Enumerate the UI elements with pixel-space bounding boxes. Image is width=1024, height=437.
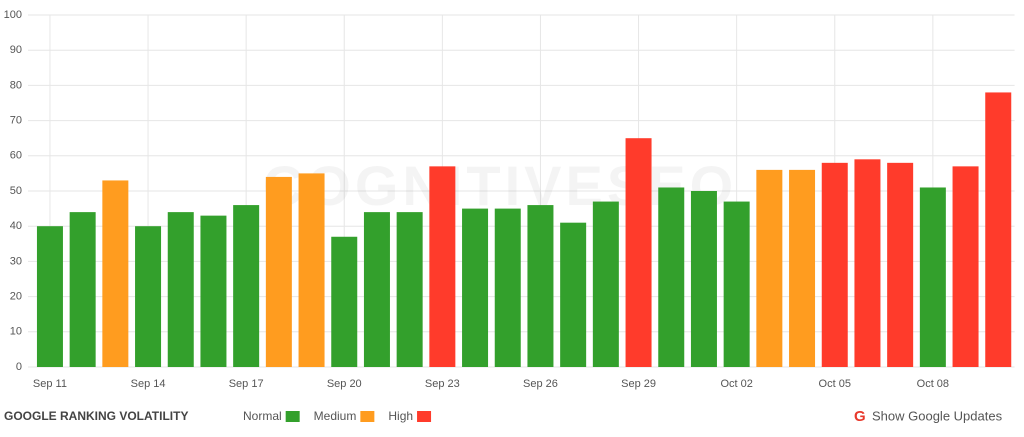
legend-swatch xyxy=(417,411,432,422)
bar xyxy=(789,169,816,367)
bar xyxy=(331,236,358,367)
y-tick-label: 40 xyxy=(10,220,22,232)
bar xyxy=(723,201,750,367)
y-tick-label: 100 xyxy=(4,9,22,21)
bar xyxy=(985,92,1012,367)
legend-label: High xyxy=(388,409,413,423)
bar xyxy=(429,166,456,367)
x-tick-label: Sep 20 xyxy=(327,378,362,390)
x-tick-label: Oct 02 xyxy=(720,378,752,390)
bar xyxy=(658,187,685,367)
legend-swatch xyxy=(285,411,300,422)
google-icon: G xyxy=(854,408,866,425)
x-tick-label: Sep 17 xyxy=(229,378,264,390)
bar xyxy=(527,205,554,367)
bar xyxy=(625,138,652,367)
y-tick-label: 70 xyxy=(10,115,22,127)
y-tick-label: 80 xyxy=(10,79,22,91)
show-updates-button[interactable]: G Show Google Updates xyxy=(854,408,1003,425)
y-tick-label: 60 xyxy=(10,150,22,162)
bar xyxy=(494,208,521,367)
y-tick-label: 50 xyxy=(10,185,22,197)
y-tick-label: 90 xyxy=(10,44,22,56)
button-label[interactable]: Show Google Updates xyxy=(872,408,1003,423)
bar xyxy=(69,212,96,367)
x-tick-label: Sep 23 xyxy=(425,378,460,390)
y-tick-label: 30 xyxy=(10,255,22,267)
x-tick-label: Sep 14 xyxy=(131,378,166,390)
x-tick-label: Sep 11 xyxy=(33,378,67,390)
y-tick-label: 0 xyxy=(16,361,22,373)
legend-swatch xyxy=(360,411,375,422)
bar xyxy=(854,159,881,367)
legend-label: Normal xyxy=(243,409,282,423)
bar xyxy=(462,208,489,367)
bar xyxy=(396,212,423,367)
y-tick-label: 10 xyxy=(10,326,22,338)
bar xyxy=(265,176,292,367)
bar xyxy=(690,191,717,367)
x-tick-label: Sep 26 xyxy=(523,378,558,390)
legend-label: Medium xyxy=(314,409,357,423)
bar xyxy=(298,173,325,367)
bar xyxy=(887,162,914,367)
watermark: COGNITIVESEO xyxy=(263,154,737,217)
bar xyxy=(167,212,194,367)
bar xyxy=(952,166,979,367)
x-tick-label: Oct 08 xyxy=(917,378,949,390)
bar xyxy=(919,187,946,367)
bar xyxy=(233,205,260,367)
bar xyxy=(36,226,63,367)
bar xyxy=(363,212,390,367)
bar xyxy=(102,180,129,367)
bar xyxy=(200,215,227,367)
bar xyxy=(756,169,783,367)
x-tick-label: Sep 29 xyxy=(621,378,656,390)
y-tick-label: 20 xyxy=(10,291,22,303)
bar xyxy=(135,226,162,367)
bar xyxy=(821,162,848,367)
bar xyxy=(592,201,619,367)
bar xyxy=(560,222,587,367)
chart-title: GOOGLE RANKING VOLATILITY xyxy=(4,409,188,423)
x-tick-label: Oct 05 xyxy=(819,378,851,390)
